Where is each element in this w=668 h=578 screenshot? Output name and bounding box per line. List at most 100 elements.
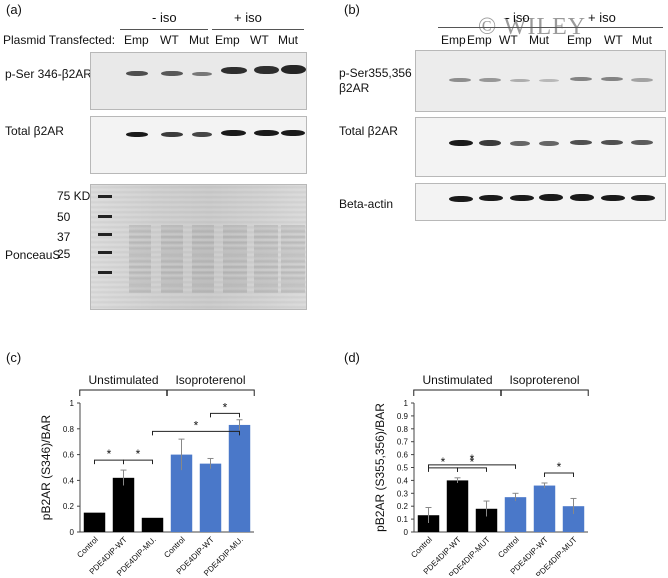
panel-a-lane-label: Mut [189, 33, 210, 47]
band [254, 66, 279, 74]
group-bracket-isoproterenol-label: Isoproterenol [509, 373, 579, 387]
y-axis-label: pB2AR (S346)/BAR [39, 414, 53, 520]
band [449, 140, 473, 146]
band [631, 140, 653, 145]
panel-b-minus-iso: - iso [505, 10, 530, 25]
y-tick-label: 0.8 [63, 425, 75, 434]
band [510, 195, 534, 201]
ponceau-lane [129, 225, 151, 293]
y-tick-label: 0.5 [397, 464, 409, 473]
band [570, 194, 594, 201]
category-label: Control [496, 535, 521, 560]
bar [446, 480, 469, 532]
panel-a-lane-label: Emp [215, 33, 240, 47]
y-tick-label: 0.6 [397, 451, 409, 460]
panel-a-lane-label: WT [160, 33, 179, 47]
panel-a-minus-iso: - iso [152, 10, 177, 25]
blot-pser346 [90, 52, 307, 110]
band [126, 132, 148, 137]
group-bracket-isoproterenol-label: Isoproterenol [175, 373, 245, 387]
ladder-band [98, 233, 112, 236]
band [510, 79, 530, 82]
marker-50: 50 [57, 210, 71, 224]
chart-pb2ar-s355-356: 0 0.1 0.2 0.3 0.4 0.5 0.6 0.7 0.8 0.9 1 pB2AR (S355… [373, 373, 589, 576]
ladder-band [98, 271, 112, 274]
y-tick-label: 0.1 [397, 515, 409, 524]
bar [475, 508, 498, 532]
panel-b-plus-iso: + iso [588, 10, 616, 25]
panel-b-minus-line [438, 27, 568, 28]
y-tick-label: 0.7 [397, 438, 409, 447]
band [601, 140, 623, 145]
y-tick-label: 0.8 [397, 425, 409, 434]
band [631, 195, 655, 201]
band [126, 71, 148, 76]
significance-star: * [441, 455, 446, 469]
band [221, 67, 247, 74]
panel-b-lane-label: Emp [441, 33, 466, 47]
band [161, 132, 183, 137]
ponceau-lane [192, 225, 214, 293]
significance-star: * [557, 460, 562, 474]
band [479, 78, 501, 82]
blot-ponceaus [90, 184, 307, 310]
bar [199, 463, 222, 532]
group-bracket-isoproterenol [500, 389, 589, 396]
significance-bracket [123, 459, 153, 465]
significance-star: * [107, 447, 112, 461]
marker-25: 25 [57, 247, 71, 261]
y-tick-label: 0.9 [397, 412, 409, 421]
ladder-band [98, 251, 112, 254]
group-bracket-unstimulated [79, 389, 168, 396]
bar [562, 506, 585, 532]
band [479, 195, 503, 201]
marker-75: 75 KD [57, 189, 91, 203]
y-tick-label: 0.2 [63, 502, 75, 511]
blot-total-b2ar-b [415, 117, 666, 177]
panel-b-lane-label: WT [499, 33, 518, 47]
band [631, 78, 653, 82]
bar [170, 454, 193, 532]
significance-bracket [210, 412, 240, 418]
band [510, 141, 530, 146]
blot-total-b2ar-a [90, 116, 307, 174]
panel-a-minus-line [120, 29, 208, 30]
bar [228, 424, 251, 532]
band [601, 195, 625, 201]
band [161, 71, 183, 76]
panel-a-tag: (a) [6, 2, 22, 17]
row-label-ponceaus: PonceauS [5, 248, 61, 262]
y-axis-label: pB2AR (S355,356)/BAR [373, 403, 387, 532]
ladder-band [98, 215, 112, 218]
y-tick-label: 1 [70, 399, 75, 408]
significance-bracket [544, 472, 574, 477]
marker-37: 37 [57, 230, 71, 244]
panel-a-lane-label: Mut [278, 33, 299, 47]
panel-b-lane-label: Emp [567, 33, 592, 47]
bar [533, 485, 556, 532]
band [281, 65, 306, 74]
panel-b-plus-line [568, 27, 663, 28]
panel-b-lane-label: WT [604, 33, 623, 47]
significance-star: * [223, 400, 228, 414]
panel-a-lane-label: WT [250, 33, 269, 47]
category-label: Control [409, 535, 434, 560]
panel-a-plus-iso: + iso [234, 10, 262, 25]
band [570, 77, 592, 81]
panel-b-tag: (b) [344, 2, 360, 17]
y-tick-label: 0 [70, 528, 75, 537]
bar [504, 497, 527, 532]
panel-d-tag: (d) [344, 350, 360, 365]
y-tick-label: 0.6 [63, 451, 75, 460]
y-tick-label: 0.3 [397, 489, 409, 498]
band [254, 130, 279, 136]
group-bracket-isoproterenol [166, 389, 255, 396]
significance-star: * [470, 455, 475, 469]
band [539, 79, 559, 82]
band [449, 196, 473, 202]
panel-b-lane-label: Mut [529, 33, 550, 47]
blot-pser355-356 [415, 50, 666, 112]
ponceau-lane [223, 225, 247, 293]
band [221, 130, 246, 136]
